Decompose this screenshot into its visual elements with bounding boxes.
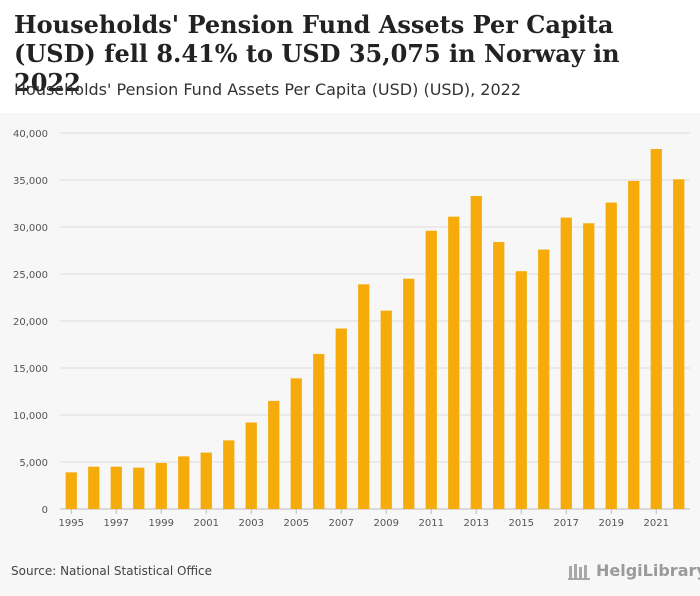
source-note: Source: National Statistical Office — [11, 564, 213, 578]
bar-2021[interactable] — [650, 148, 662, 510]
x-tick-label: 2013 — [464, 518, 489, 529]
helgi-library-logo[interactable]: HelgiLibrary — [568, 561, 700, 580]
bar-2007[interactable] — [335, 328, 347, 509]
bar-2017[interactable] — [560, 217, 572, 509]
bar-2019[interactable] — [605, 202, 617, 509]
bar-2013[interactable] — [470, 195, 482, 509]
bar-2008[interactable] — [358, 284, 370, 509]
y-tick-label: 25,000 — [13, 270, 48, 281]
x-tick-label: 2015 — [509, 518, 534, 529]
x-tick-label: 1997 — [104, 518, 129, 529]
y-tick-label: 10,000 — [13, 411, 48, 422]
logo-text: HelgiLibrary — [596, 561, 700, 580]
bar-2004[interactable] — [268, 400, 280, 509]
header: Households' Pension Fund Assets Per Capi… — [0, 0, 700, 113]
bar-2011[interactable] — [425, 230, 437, 509]
y-tick-label: 0 — [42, 505, 48, 516]
y-tick-label: 35,000 — [13, 176, 48, 187]
bar-2012[interactable] — [448, 216, 460, 509]
x-tick-label: 2017 — [554, 518, 579, 529]
x-tick-label: 2005 — [284, 518, 309, 529]
bar-2006[interactable] — [313, 353, 325, 509]
x-tick-label: 2001 — [194, 518, 219, 529]
bar-1997[interactable] — [110, 466, 122, 509]
x-tick-label: 2007 — [329, 518, 354, 529]
y-tick-label: 40,000 — [13, 129, 48, 140]
bar-1996[interactable] — [88, 466, 100, 509]
bar-2018[interactable] — [583, 223, 595, 509]
y-tick-label: 20,000 — [13, 317, 48, 328]
bar-2005[interactable] — [290, 378, 302, 509]
x-tick-label: 2021 — [644, 518, 669, 529]
x-tick-label: 1999 — [149, 518, 174, 529]
y-tick-label: 30,000 — [13, 223, 48, 234]
bar-1998[interactable] — [133, 467, 145, 509]
bar-2003[interactable] — [245, 422, 257, 509]
x-tick-label: 2019 — [599, 518, 624, 529]
x-tick-label: 1995 — [59, 518, 84, 529]
bar-1999[interactable] — [155, 462, 167, 509]
bar-chart: 0 5,000 10,000 15,000 20,000 25,000 30,000 35,0… — [13, 129, 690, 529]
chart-title: Households' Pension Fund Assets Per Capi… — [14, 10, 620, 97]
bar-2000[interactable] — [178, 456, 190, 509]
bar-2009[interactable] — [380, 310, 392, 509]
bar-2016[interactable] — [538, 249, 550, 509]
x-tick-label: 2011 — [419, 518, 444, 529]
chart-subtitle: Households' Pension Fund Assets Per Capi… — [14, 80, 522, 99]
bar-2020[interactable] — [628, 180, 640, 509]
x-tick-label: 2009 — [374, 518, 399, 529]
bar-2015[interactable] — [515, 271, 527, 509]
bar-1995[interactable] — [65, 472, 77, 509]
x-tick-label: 2003 — [239, 518, 264, 529]
bar-2001[interactable] — [200, 452, 212, 509]
y-tick-label: 15,000 — [13, 364, 48, 375]
y-tick-label: 5,000 — [19, 458, 48, 469]
library-icon — [568, 563, 590, 580]
bar-2022[interactable] — [673, 179, 685, 510]
bar-2002[interactable] — [223, 440, 235, 509]
bar-2010[interactable] — [403, 278, 415, 509]
bar-2014[interactable] — [493, 242, 505, 510]
